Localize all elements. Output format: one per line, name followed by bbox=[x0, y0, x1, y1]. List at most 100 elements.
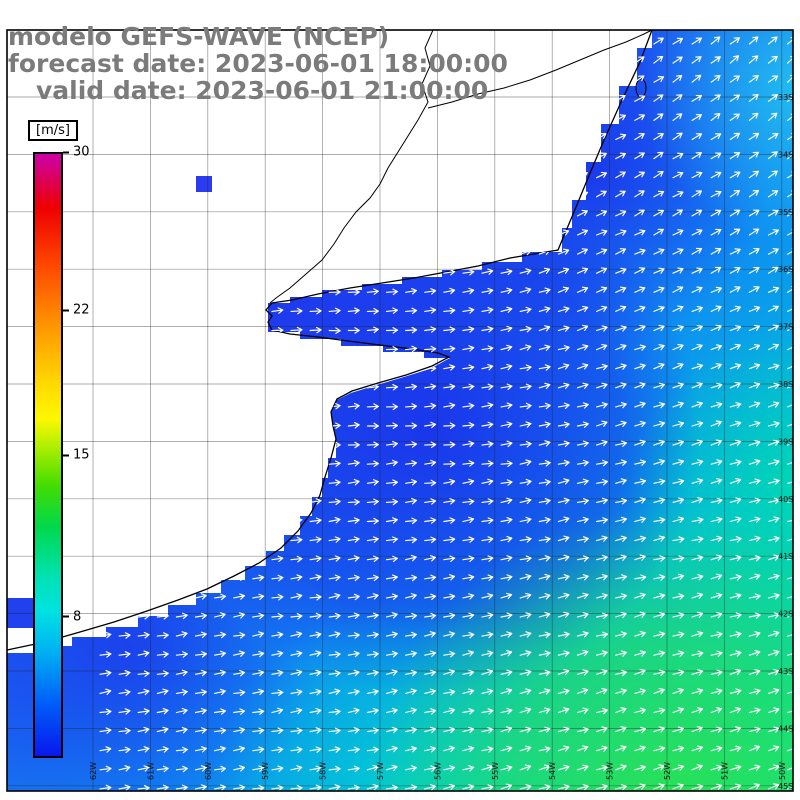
wind-arrow bbox=[691, 707, 704, 714]
wind-arrow bbox=[576, 248, 588, 255]
wind-arrow bbox=[710, 516, 723, 524]
wind-arrow bbox=[233, 459, 246, 467]
wind-arrow bbox=[385, 307, 399, 314]
wind-arrow bbox=[405, 727, 417, 734]
wind-arrow bbox=[634, 36, 645, 45]
wind-arrow bbox=[615, 669, 628, 677]
wind-arrow bbox=[672, 612, 685, 619]
wind-arrow bbox=[615, 764, 627, 771]
wind-arrow bbox=[194, 631, 207, 639]
wind-arrow bbox=[653, 171, 664, 179]
wind-arrow bbox=[233, 383, 246, 391]
wind-arrow bbox=[729, 574, 742, 581]
wind-arrow bbox=[634, 516, 646, 523]
wind-arrow bbox=[405, 517, 418, 525]
wind-arrow bbox=[424, 612, 437, 620]
wind-arrow bbox=[443, 192, 456, 199]
wind-arrow bbox=[500, 612, 513, 619]
wind-arrow bbox=[748, 132, 760, 141]
wind-arrow bbox=[748, 189, 759, 198]
wind-arrow bbox=[385, 479, 399, 486]
wind-arrow bbox=[462, 745, 475, 753]
wind-arrow bbox=[194, 192, 207, 199]
wind-arrow bbox=[710, 209, 722, 217]
wind-arrow bbox=[118, 632, 131, 639]
wind-arrow bbox=[500, 440, 513, 448]
wind-arrow bbox=[519, 478, 532, 486]
wind-arrow bbox=[99, 249, 112, 257]
wind-arrow bbox=[748, 516, 761, 523]
wind-arrow bbox=[424, 498, 437, 505]
wind-arrow bbox=[366, 115, 379, 123]
wind-arrow bbox=[385, 650, 398, 658]
wind-arrow bbox=[99, 230, 112, 237]
wind-arrow bbox=[615, 726, 627, 733]
wind-arrow bbox=[385, 383, 399, 391]
wind-arrow bbox=[214, 517, 227, 524]
wind-arrow bbox=[385, 574, 398, 581]
wind-arrow bbox=[99, 784, 112, 791]
lagoon-outline bbox=[635, 78, 647, 98]
wind-arrow bbox=[576, 209, 588, 217]
wind-arrow bbox=[214, 326, 227, 334]
wind-arrow bbox=[596, 612, 608, 620]
wind-arrow bbox=[653, 228, 664, 236]
wind-arrow bbox=[787, 113, 793, 121]
wind-arrow bbox=[691, 286, 703, 293]
wind-arrow bbox=[233, 307, 246, 314]
wind-arrow bbox=[691, 497, 704, 504]
wind-arrow bbox=[290, 192, 303, 199]
wind-arrow bbox=[347, 231, 360, 238]
wind-arrow bbox=[156, 230, 169, 238]
wind-arrow bbox=[481, 363, 494, 371]
wind-arrow bbox=[214, 612, 226, 619]
wind-arrow bbox=[309, 784, 322, 791]
wind-arrow bbox=[462, 631, 475, 639]
wind-arrow bbox=[424, 134, 436, 141]
wind-arrow bbox=[462, 516, 475, 524]
wind-arrow bbox=[347, 574, 360, 582]
wind-arrow bbox=[328, 383, 341, 391]
wind-arrow bbox=[653, 421, 666, 428]
wind-arrow bbox=[519, 573, 532, 581]
wind-arrow bbox=[596, 650, 608, 657]
wind-arrow bbox=[118, 135, 131, 143]
wind-arrow bbox=[424, 230, 437, 237]
wind-arrow bbox=[557, 440, 570, 448]
wind-arrow bbox=[729, 55, 740, 64]
wind-arrow bbox=[653, 305, 665, 312]
wind-arrow bbox=[653, 76, 665, 83]
wind-arrow bbox=[615, 363, 627, 370]
wind-arrow bbox=[672, 286, 684, 293]
wind-arrow bbox=[443, 38, 455, 45]
wind-arrow bbox=[748, 439, 761, 447]
wind-arrow bbox=[118, 173, 131, 181]
wind-arrow bbox=[519, 153, 532, 160]
inland-water-cell bbox=[196, 176, 212, 192]
wind-arrow bbox=[462, 708, 475, 715]
wind-arrow bbox=[748, 707, 761, 714]
wind-arrow bbox=[194, 422, 208, 429]
wind-arrow bbox=[672, 305, 684, 312]
wind-arrow bbox=[710, 94, 721, 102]
wind-arrow bbox=[729, 668, 742, 676]
wind-arrow bbox=[99, 669, 112, 677]
wind-arrow bbox=[175, 421, 188, 429]
wind-arrow bbox=[214, 346, 227, 353]
wind-arrow bbox=[156, 192, 169, 200]
wind-arrow bbox=[710, 36, 721, 45]
wind-arrow bbox=[691, 784, 704, 791]
wind-arrow bbox=[557, 745, 570, 752]
wind-arrow bbox=[767, 209, 779, 217]
wind-arrow bbox=[271, 422, 284, 430]
wind-arrow bbox=[462, 115, 474, 122]
wind-arrow bbox=[290, 574, 303, 581]
wind-arrow bbox=[748, 726, 761, 734]
lat-label: 38S bbox=[778, 380, 793, 389]
wind-arrow bbox=[405, 612, 418, 620]
wind-arrow bbox=[252, 498, 265, 506]
wind-arrow bbox=[137, 345, 150, 352]
wind-arrow bbox=[328, 327, 341, 334]
wind-arrow bbox=[156, 440, 169, 448]
wind-arrow bbox=[481, 460, 494, 467]
